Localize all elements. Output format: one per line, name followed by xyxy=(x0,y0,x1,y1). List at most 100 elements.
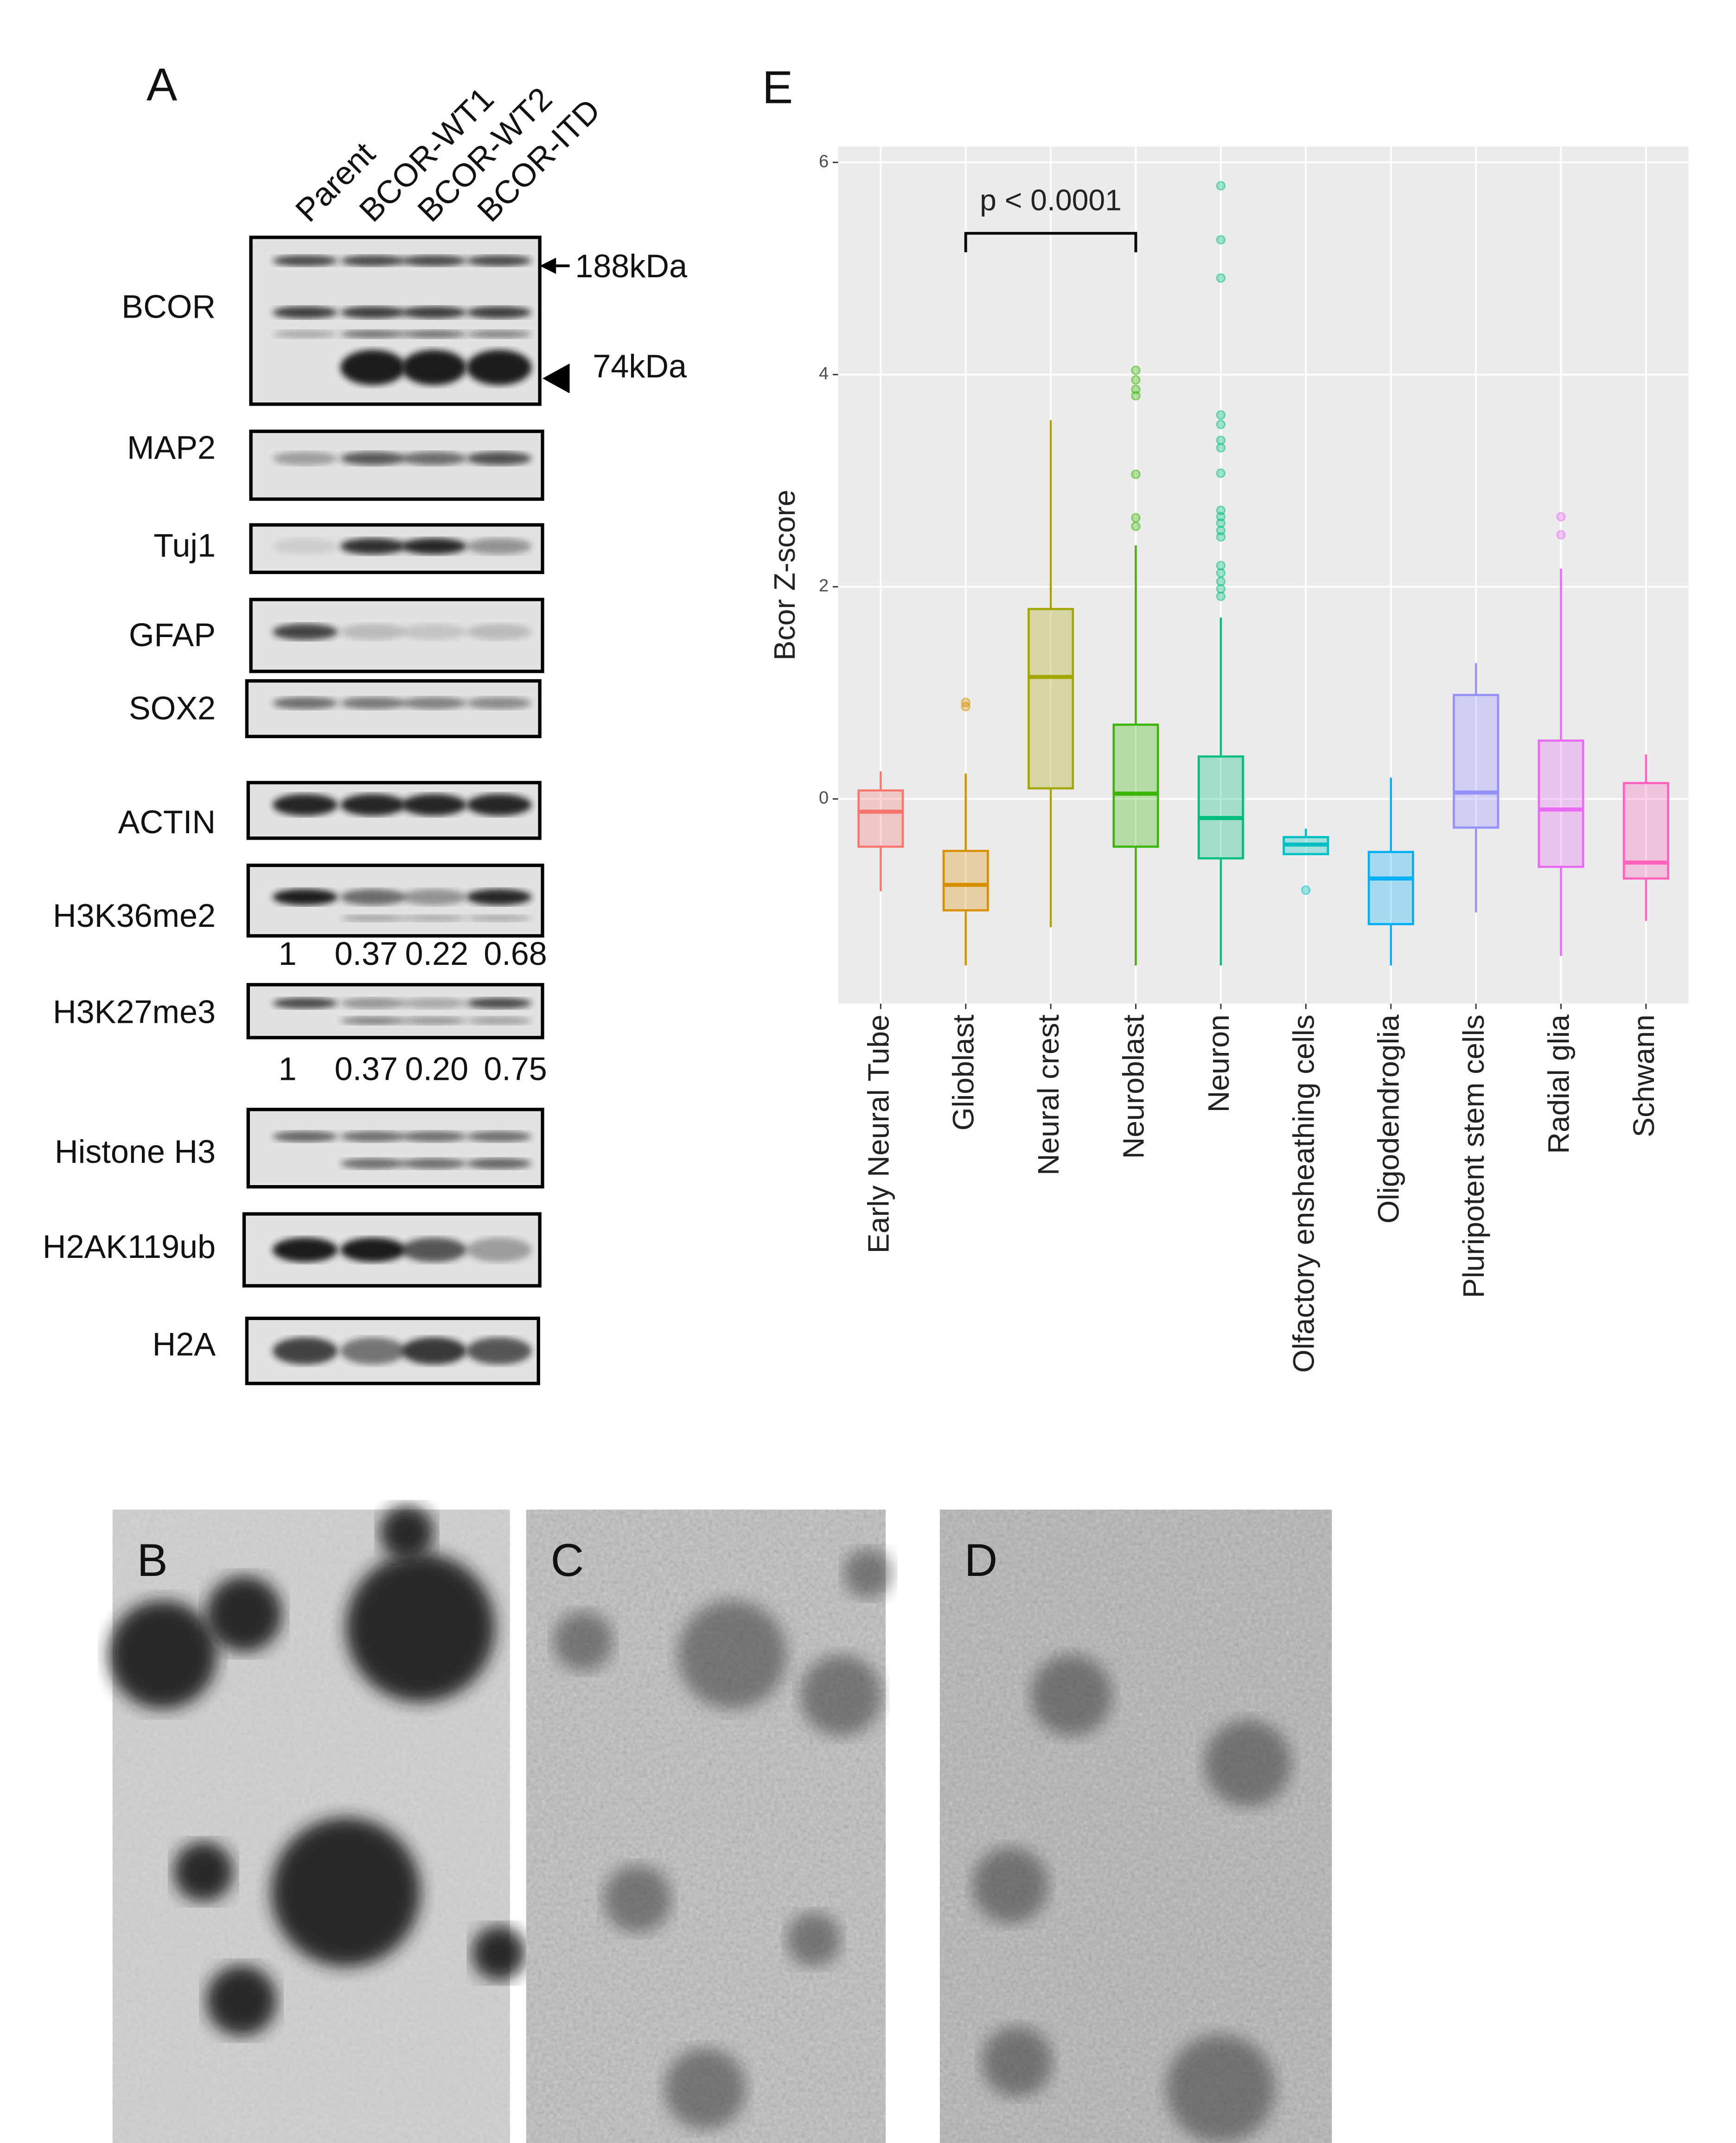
blot-frame xyxy=(242,1212,542,1288)
cell-cluster xyxy=(1166,2034,1275,2143)
cell-cluster xyxy=(678,1600,787,1709)
x-tick-label: Neural crest xyxy=(1032,1014,1065,1175)
blot-background xyxy=(251,431,542,499)
cell-cluster xyxy=(206,1576,282,1652)
cell-cluster xyxy=(664,2048,746,2130)
outlier xyxy=(1216,181,1226,191)
x-tick-label: Pluripotent stem cells xyxy=(1457,1014,1490,1298)
outlier xyxy=(1216,420,1226,429)
x-tick-label: Olfactory ensheathing cells xyxy=(1287,1014,1320,1373)
blot-band xyxy=(401,1237,467,1263)
blot-band xyxy=(466,794,532,816)
box xyxy=(1112,723,1159,848)
micrograph-texture xyxy=(526,1509,886,2143)
marker-label: 188kDa xyxy=(575,248,688,284)
outlier xyxy=(1216,532,1226,542)
box xyxy=(1197,755,1244,860)
outlier xyxy=(961,702,970,712)
quantification: 0.20 xyxy=(405,1051,469,1087)
blot-band xyxy=(401,1158,467,1169)
blot-frame xyxy=(245,679,542,739)
protein-label: H2AK119ub xyxy=(43,1228,216,1265)
blot-background xyxy=(248,1109,542,1187)
blot-band xyxy=(401,1131,467,1142)
blot-band xyxy=(272,998,338,1009)
blot-band xyxy=(401,330,467,338)
blot-band xyxy=(466,1131,532,1142)
cell-cluster xyxy=(553,1611,613,1671)
blot-band xyxy=(340,1337,406,1365)
blot-frame xyxy=(246,863,544,938)
outlier xyxy=(1216,568,1226,578)
blot-frame xyxy=(246,781,542,840)
significance-bracket xyxy=(964,232,1137,253)
blot-band xyxy=(401,1016,467,1025)
outlier xyxy=(1131,384,1141,395)
box xyxy=(1453,694,1500,829)
protein-label: ACTIN xyxy=(118,804,216,840)
blot-band xyxy=(340,1237,406,1263)
blot-band xyxy=(272,624,338,640)
blot-frame xyxy=(249,429,544,501)
cell-cluster xyxy=(843,1549,893,1598)
blot-band xyxy=(340,889,406,906)
blot-band xyxy=(401,624,467,640)
y-axis-label: Bcor Z-score xyxy=(768,490,801,660)
cell-cluster xyxy=(800,1654,882,1736)
x-tick-label: Schwann xyxy=(1627,1014,1660,1137)
blot-band xyxy=(401,998,467,1009)
blot-frame xyxy=(245,1316,540,1385)
panel-label: E xyxy=(762,62,793,113)
cell-cluster xyxy=(972,1847,1049,1924)
cell-cluster xyxy=(173,1842,234,1902)
box xyxy=(857,789,904,848)
x-tick-label: Glioblast xyxy=(947,1014,980,1130)
box-plot: 0 2 4 6 Early Neural Tube Glioblast Neural cre… xyxy=(768,146,1689,1373)
annotation: p < 0.0001 xyxy=(980,183,1122,217)
blot-band xyxy=(272,794,338,816)
outlier xyxy=(1131,391,1141,401)
blot-band xyxy=(272,697,338,709)
outlier xyxy=(1216,518,1226,528)
blot-band xyxy=(340,538,406,555)
outlier xyxy=(1216,591,1226,601)
outlier xyxy=(1216,505,1226,515)
blot-band xyxy=(401,794,467,816)
blot-band xyxy=(466,255,532,267)
blot-band xyxy=(466,915,532,922)
outlier xyxy=(1216,443,1226,453)
blot-band xyxy=(272,889,338,906)
outlier xyxy=(1131,365,1141,375)
blot-band xyxy=(340,1016,406,1025)
quantification: 0.37 xyxy=(334,935,398,972)
blot-band xyxy=(401,452,467,466)
outlier xyxy=(1216,235,1226,245)
blot-band xyxy=(466,350,532,385)
blot-frame xyxy=(246,1108,544,1189)
blot-band xyxy=(466,624,532,640)
blot-band xyxy=(340,794,406,816)
blot-band xyxy=(401,1337,467,1365)
blot-band xyxy=(340,1131,406,1142)
blot-band xyxy=(401,255,467,267)
blot-band xyxy=(466,1158,532,1169)
protein-label: Histone H3 xyxy=(55,1133,216,1170)
quantification: 1 xyxy=(279,935,297,972)
quantification: 0.68 xyxy=(484,935,547,972)
y-tick-label: 2 xyxy=(819,576,829,596)
blot-band xyxy=(466,452,532,466)
blot-band xyxy=(272,306,338,319)
blot-band xyxy=(340,255,406,267)
blot-band xyxy=(466,1337,532,1365)
quantification: 0.75 xyxy=(484,1051,547,1087)
blot-band xyxy=(401,915,467,922)
blot-band xyxy=(466,889,532,906)
blot-frame xyxy=(249,523,544,574)
protein-label: MAP2 xyxy=(127,429,216,466)
cell-cluster xyxy=(380,1505,434,1560)
blot-band xyxy=(340,915,406,922)
blot-band xyxy=(340,350,406,385)
outlier xyxy=(1216,273,1226,283)
cell-cluster xyxy=(271,1817,421,1967)
